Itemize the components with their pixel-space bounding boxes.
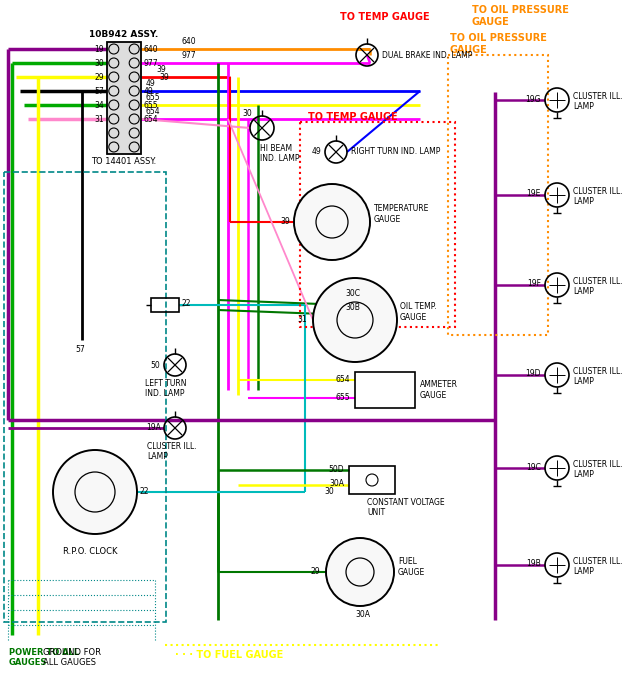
- Text: 22: 22: [139, 487, 149, 497]
- Text: 19G: 19G: [526, 95, 541, 103]
- Text: CLUSTER ILL.
LAMP: CLUSTER ILL. LAMP: [573, 92, 622, 111]
- Text: 29: 29: [95, 74, 104, 82]
- Bar: [349, 466, 395, 494]
- Text: GROUND FOR
ALL GAUGES: GROUND FOR ALL GAUGES: [43, 648, 101, 668]
- Text: 640: 640: [144, 45, 159, 55]
- Text: 19D: 19D: [526, 369, 541, 379]
- Text: 19A: 19A: [146, 423, 161, 433]
- Text: 654: 654: [144, 115, 159, 124]
- Text: R.P.O. CLOCK: R.P.O. CLOCK: [63, 547, 118, 556]
- Text: DUAL BRAKE IND. LAMP: DUAL BRAKE IND. LAMP: [382, 51, 472, 59]
- Text: POWER TO ALL
GAUGES: POWER TO ALL GAUGES: [9, 648, 79, 668]
- Text: 10B942 ASSY.: 10B942 ASSY.: [90, 30, 159, 39]
- Text: OIL TEMP.
GAUGE: OIL TEMP. GAUGE: [400, 302, 437, 322]
- Text: 30B: 30B: [345, 303, 360, 312]
- Text: TO 14401 ASSY.: TO 14401 ASSY.: [91, 157, 157, 166]
- Text: 655: 655: [144, 101, 159, 111]
- Text: 31: 31: [95, 115, 104, 124]
- Bar: [355, 372, 415, 408]
- Text: TO OIL PRESSURE
GAUGE: TO OIL PRESSURE GAUGE: [472, 5, 569, 26]
- Text: 57: 57: [75, 345, 85, 354]
- Text: CLUSTER ILL.
LAMP: CLUSTER ILL. LAMP: [573, 367, 622, 386]
- Text: 655: 655: [335, 394, 350, 402]
- Text: LEFT TURN
IND. LAMP: LEFT TURN IND. LAMP: [145, 379, 187, 398]
- Text: CLUSTER ILL.
LAMP: CLUSTER ILL. LAMP: [573, 460, 622, 479]
- Text: 49: 49: [146, 79, 156, 88]
- Text: TO TEMP GAUGE: TO TEMP GAUGE: [340, 12, 430, 22]
- Text: 19E: 19E: [527, 190, 541, 198]
- Text: HI BEAM
IND. LAMP: HI BEAM IND. LAMP: [260, 144, 300, 163]
- Text: TEMPERATURE
GAUGE: TEMPERATURE GAUGE: [374, 205, 429, 223]
- Text: 49: 49: [311, 148, 321, 157]
- Text: 654: 654: [335, 375, 350, 385]
- Text: 30A: 30A: [355, 610, 370, 619]
- Bar: [300, 122, 455, 327]
- Text: 19C: 19C: [526, 462, 541, 472]
- Text: 57: 57: [95, 88, 104, 97]
- Text: 22: 22: [181, 298, 190, 308]
- Bar: [151, 298, 179, 312]
- Text: CLUSTER ILL.
LAMP: CLUSTER ILL. LAMP: [573, 557, 622, 576]
- Text: 39: 39: [156, 65, 165, 74]
- Text: 31: 31: [297, 315, 307, 325]
- Text: 34: 34: [95, 101, 104, 111]
- Bar: [448, 55, 548, 335]
- Text: 29: 29: [310, 568, 320, 576]
- Text: 977: 977: [144, 59, 159, 68]
- Text: 39: 39: [159, 74, 169, 82]
- Text: FUEL
GAUGE: FUEL GAUGE: [398, 558, 425, 576]
- Text: 655: 655: [146, 93, 160, 102]
- Text: · · · TO FUEL GAUGE: · · · TO FUEL GAUGE: [175, 650, 283, 660]
- Circle shape: [313, 278, 397, 362]
- Text: CONSTANT VOLTAGE
UNIT: CONSTANT VOLTAGE UNIT: [367, 498, 445, 518]
- Circle shape: [294, 184, 370, 260]
- Bar: [4, 172, 166, 622]
- Text: 640: 640: [181, 37, 196, 46]
- Text: AMMETER
GAUGE: AMMETER GAUGE: [420, 380, 458, 400]
- Text: 19: 19: [95, 45, 104, 55]
- Circle shape: [326, 538, 394, 606]
- Circle shape: [53, 450, 137, 534]
- Text: 30: 30: [324, 487, 334, 497]
- Text: 977: 977: [181, 51, 196, 60]
- Text: TO TEMP GAUGE: TO TEMP GAUGE: [308, 112, 397, 122]
- Bar: [107, 42, 141, 154]
- Text: CLUSTER ILL.
LAMP: CLUSTER ILL. LAMP: [147, 442, 197, 462]
- Text: CLUSTER ILL.
LAMP: CLUSTER ILL. LAMP: [573, 187, 622, 207]
- Text: 30A: 30A: [329, 479, 344, 487]
- Text: 30: 30: [95, 59, 104, 68]
- Text: 19F: 19F: [527, 279, 541, 288]
- Text: 50D: 50D: [328, 466, 344, 475]
- Text: 30C: 30C: [345, 289, 360, 298]
- Text: 30: 30: [242, 109, 252, 119]
- Text: RIGHT TURN IND. LAMP: RIGHT TURN IND. LAMP: [351, 148, 440, 157]
- Text: CLUSTER ILL.
LAMP: CLUSTER ILL. LAMP: [573, 277, 622, 296]
- Text: TO OIL PRESSURE
GAUGE: TO OIL PRESSURE GAUGE: [450, 33, 547, 55]
- Text: 654: 654: [146, 107, 160, 116]
- Text: 19B: 19B: [526, 560, 541, 568]
- Text: 49: 49: [144, 88, 154, 97]
- Text: 39: 39: [281, 217, 290, 227]
- Text: 50: 50: [151, 360, 160, 369]
